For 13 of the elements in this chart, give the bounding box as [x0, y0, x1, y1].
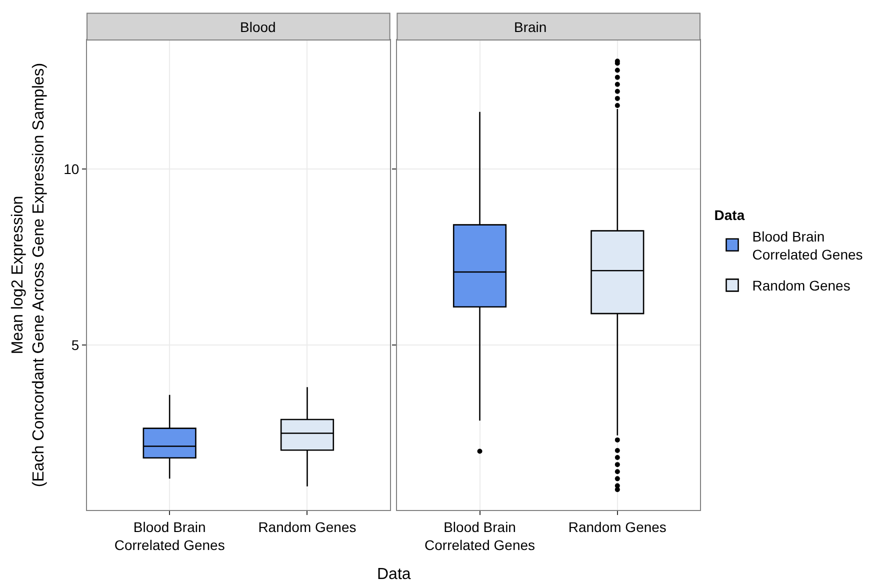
chart-title: Blood	[240, 19, 276, 35]
y-axis-title: Mean log2 Expression (Each Concordant Gene Across Gene Expression Samples)	[10, 62, 48, 488]
chart-title: Brain	[514, 19, 547, 35]
legend-label: Random Genes	[752, 278, 850, 294]
x-tick-label: Random Genes	[258, 518, 356, 535]
x-tick-label: Blood Brain Correlated Genes	[114, 518, 225, 553]
x-axis-title: Data	[377, 566, 411, 582]
x-tick-label: Blood Brain Correlated Genes	[424, 518, 536, 553]
y-tick-label: 10	[64, 160, 80, 177]
legend-label: Blood Brain Correlated Genes	[752, 228, 863, 262]
y-tick-label: 5	[71, 336, 80, 353]
legend-title: Data	[714, 207, 745, 224]
x-tick-label: Random Genes	[568, 518, 666, 535]
